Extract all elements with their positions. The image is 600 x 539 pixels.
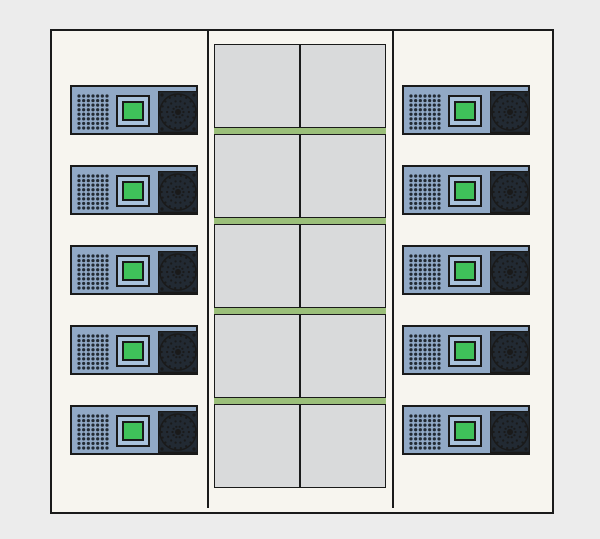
module-fan [158,171,198,213]
fan-icon [158,171,198,213]
vent-grill [76,93,110,131]
module-screen [448,175,482,207]
vent-grill [408,333,442,371]
fan-icon [158,91,198,133]
vent-icon [76,413,110,451]
module-screen-inner [122,181,144,201]
vent-grill [76,413,110,451]
fan-icon [490,171,530,213]
module-screen [448,415,482,447]
module-screen [448,335,482,367]
vent-icon [76,173,110,211]
vent-icon [76,333,110,371]
device-module [402,85,530,135]
vent-icon [408,173,442,211]
module-screen [116,95,150,127]
module-screen [116,335,150,367]
module-screen-inner [454,101,476,121]
device-module [402,325,530,375]
device-module [70,165,198,215]
vent-grill [408,413,442,451]
module-fan [490,251,530,293]
module-fan [490,171,530,213]
module-screen-inner [454,341,476,361]
vent-grill [76,173,110,211]
fan-icon [490,411,530,453]
module-fan [490,331,530,373]
vent-grill [76,253,110,291]
fan-icon [158,251,198,293]
vent-icon [76,93,110,131]
module-fan [158,331,198,373]
diagram-canvas [0,0,600,539]
device-module [70,325,198,375]
fan-icon [158,411,198,453]
fan-icon [490,331,530,373]
fan-icon [158,331,198,373]
vent-icon [408,93,442,131]
device-module [70,85,198,135]
module-fan [158,411,198,453]
module-screen-inner [454,181,476,201]
module-screen-inner [122,101,144,121]
vent-grill [76,333,110,371]
vent-icon [408,413,442,451]
module-fan [490,411,530,453]
vent-icon [408,333,442,371]
module-screen-inner [122,261,144,281]
fan-icon [490,251,530,293]
device-module [402,405,530,455]
module-fan [158,91,198,133]
vent-grill [408,93,442,131]
device-module [70,405,198,455]
modules-layer [0,0,600,539]
module-screen [116,255,150,287]
device-module [402,245,530,295]
device-module [402,165,530,215]
module-screen [448,255,482,287]
module-screen-inner [454,421,476,441]
module-fan [158,251,198,293]
vent-icon [408,253,442,291]
module-screen-inner [122,421,144,441]
module-screen [116,175,150,207]
module-screen [116,415,150,447]
module-screen-inner [454,261,476,281]
fan-icon [490,91,530,133]
device-module [70,245,198,295]
module-screen-inner [122,341,144,361]
vent-grill [408,173,442,211]
vent-icon [76,253,110,291]
module-screen [448,95,482,127]
vent-grill [408,253,442,291]
module-fan [490,91,530,133]
